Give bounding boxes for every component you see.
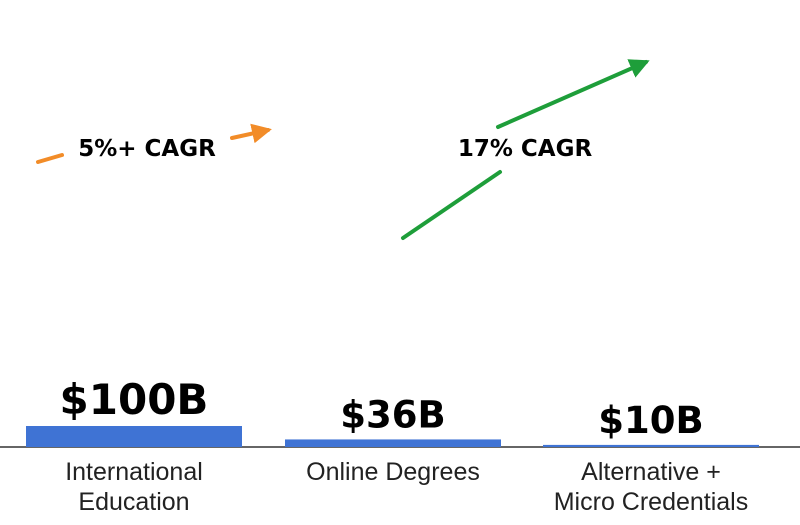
orange-dash-segment: [36, 153, 64, 164]
value-label-3: $10B: [598, 399, 703, 442]
category-label-3-line-2: Micro Credentials: [554, 488, 749, 516]
orange-arrow-icon: [230, 123, 272, 144]
category-label-2-line-1: Online Degrees: [306, 458, 480, 486]
value-label-group: $100B $36B $10B: [60, 375, 704, 442]
growth-annotation-international: 5%+ CAGR: [36, 123, 272, 164]
category-label-3-line-1: Alternative +: [581, 458, 721, 486]
category-label-1-line-2: Education: [78, 488, 189, 516]
green-arrow-lower-segment: [401, 170, 502, 240]
cagr-label-international: 5%+ CAGR: [78, 136, 216, 162]
bar-3: [543, 444, 759, 447]
bar-1: [26, 426, 242, 447]
value-label-1: $100B: [60, 375, 209, 424]
green-arrow-icon: [496, 59, 650, 129]
bar-2: [285, 439, 501, 447]
growth-annotation-online: 17% CAGR: [401, 59, 650, 240]
category-label-1-line-1: International: [65, 458, 203, 486]
value-label-2: $36B: [340, 393, 445, 436]
bar-group: [26, 426, 759, 447]
cagr-label-online: 17% CAGR: [458, 136, 593, 162]
